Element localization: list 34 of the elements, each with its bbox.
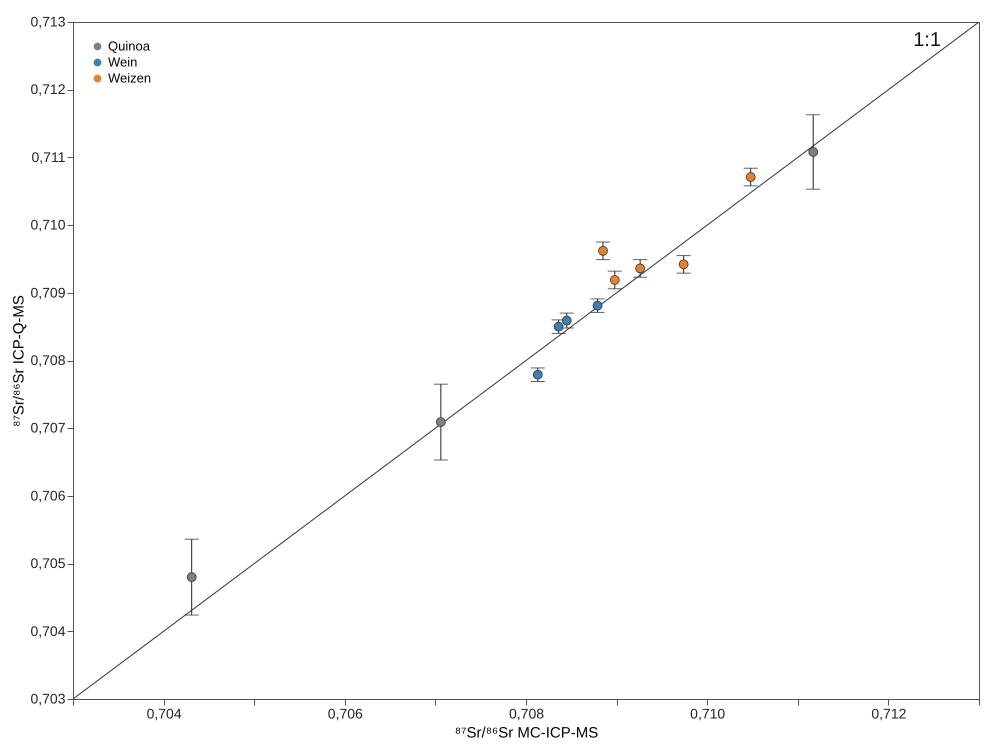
x-axis-title: ⁸⁷Sr/⁸⁶Sr MC-ICP-MS [454,724,598,742]
y-tick-label: 0,706 [30,487,66,504]
y-tick-label: 0,704 [30,622,66,639]
legend-label: Wein [108,54,138,70]
y-tick-label: 0,708 [30,352,66,368]
y-tick-label: 0,709 [30,284,66,300]
point [532,370,543,380]
y-tick-label: 0,711 [32,148,66,165]
point [554,322,564,332]
point [808,147,818,157]
point [592,300,602,311]
y-tick-label: 0,713 [30,14,66,30]
legend-label: Weizen [108,70,152,86]
point [678,260,689,270]
x-tick-label: 0,704 [146,706,182,722]
point [436,417,446,427]
y-tick-label: 0,703 [30,690,66,706]
legend-label: Quinoa [108,38,151,54]
point [610,275,620,285]
x-tick-label: 0,710 [690,706,726,722]
point [746,172,756,182]
point [635,264,646,274]
y-tick-label: 0,705 [30,555,66,572]
y-axis-title: ⁸⁷Sr/⁸⁶Sr ICP-Q-MS [10,295,28,427]
x-tick-label: 0,706 [328,706,364,722]
annotation: 1:1 [913,29,941,51]
point [186,572,197,582]
y-tick-label: 0,710 [30,216,66,233]
y-tick-label: 0,707 [30,420,66,436]
point [562,316,572,326]
x-tick-label: 0,712 [871,706,907,722]
x-tick-label: 0,708 [508,706,544,722]
y-tick-label: 0,712 [30,81,66,98]
point [598,246,608,256]
